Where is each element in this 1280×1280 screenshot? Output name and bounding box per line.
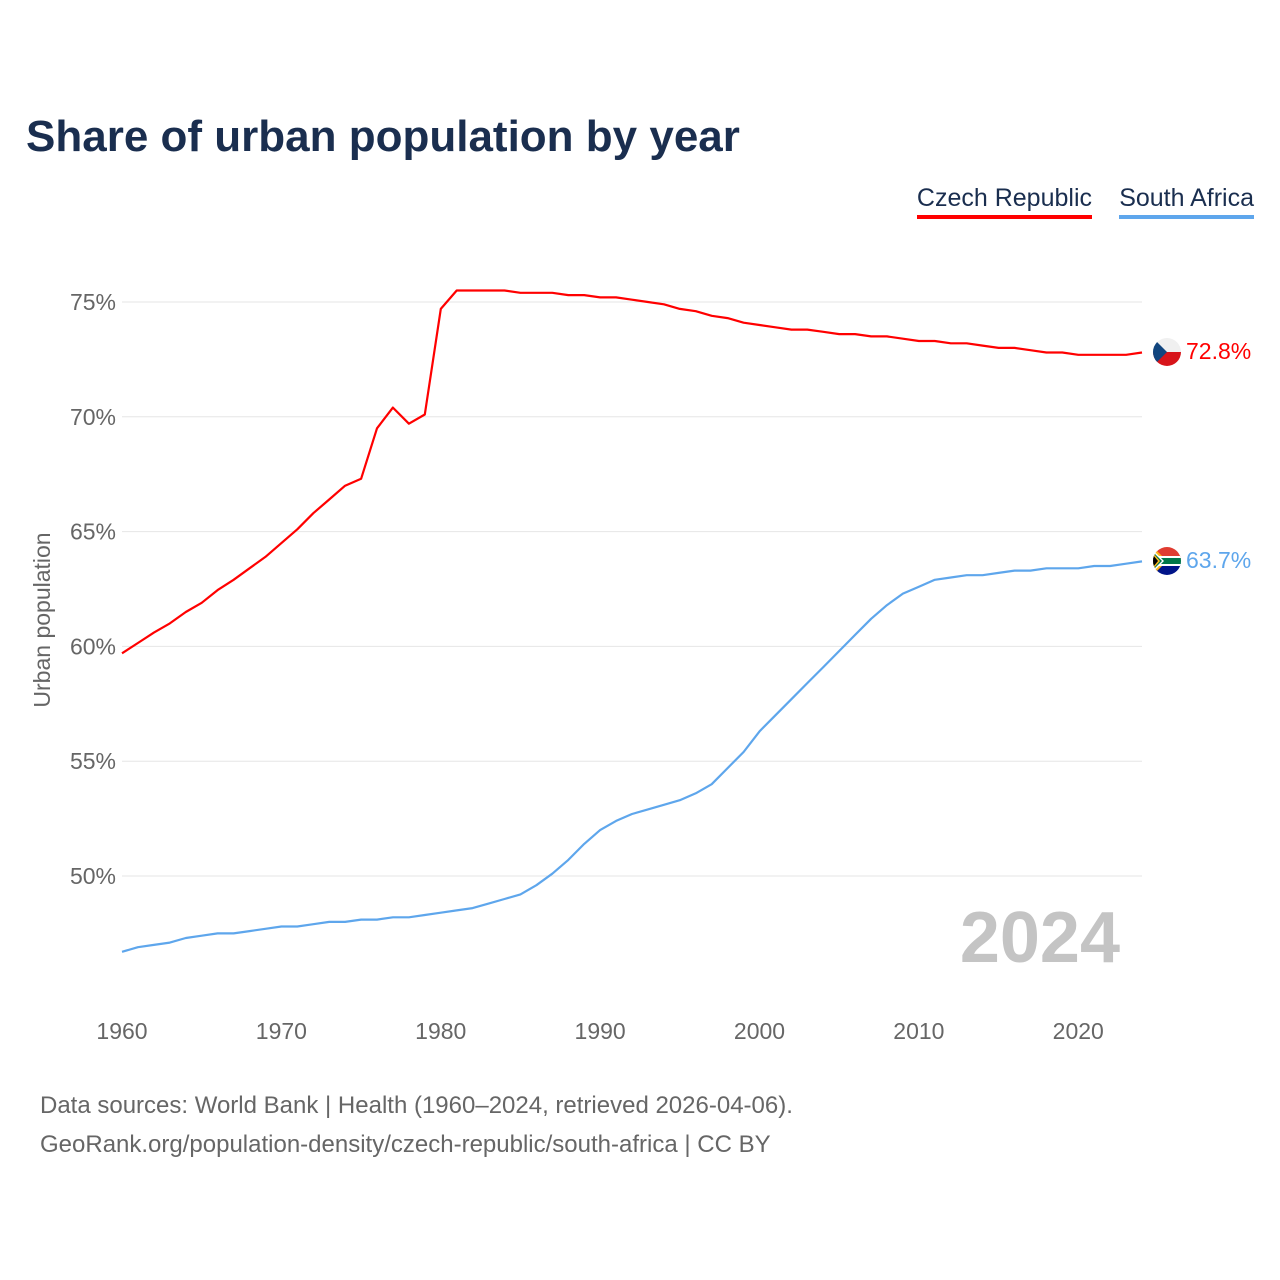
x-tick-label: 2000 (734, 1018, 785, 1044)
south-africa-flag-icon (1153, 547, 1181, 575)
line-chart: 50% 55% 60% 65% 70% 75% 1960 1970 1980 1990 2000 20… (29, 289, 1251, 1044)
x-tick-label: 1960 (96, 1018, 147, 1044)
y-tick-label: 50% (70, 863, 116, 889)
end-label-czech-republic: 72.8% (1186, 338, 1251, 364)
end-label-south-africa: 63.7% (1186, 547, 1251, 573)
y-tick-label: 75% (70, 289, 116, 315)
czech-flag-icon (1153, 338, 1181, 366)
source-link[interactable]: GeoRank.org/population-density/czech-rep… (40, 1131, 771, 1158)
y-axis-title: Urban population (29, 532, 55, 707)
year-watermark: 2024 (960, 898, 1120, 978)
x-tick-label: 1970 (256, 1018, 307, 1044)
x-tick-label: 2010 (893, 1018, 944, 1044)
series-line-czech-republic[interactable] (121, 289, 1143, 655)
x-tick-label: 2020 (1053, 1018, 1104, 1044)
footer: Data sources: World Bank | Health (1960–… (40, 1086, 793, 1164)
data-sources-text: Data sources: World Bank | Health (1960–… (40, 1092, 793, 1119)
y-tick-label: 55% (70, 748, 116, 774)
chart-title: Share of urban population by year (26, 112, 740, 161)
y-tick-label: 60% (70, 633, 116, 659)
legend-south-africa[interactable]: South Africa (1119, 184, 1254, 219)
x-tick-label: 1980 (415, 1018, 466, 1044)
legend-czech-republic[interactable]: Czech Republic (916, 184, 1092, 219)
x-tick-label: 1990 (575, 1018, 626, 1044)
series-line-south-africa[interactable] (121, 560, 1143, 953)
y-tick-label: 70% (70, 404, 116, 430)
y-tick-label: 65% (70, 519, 116, 545)
